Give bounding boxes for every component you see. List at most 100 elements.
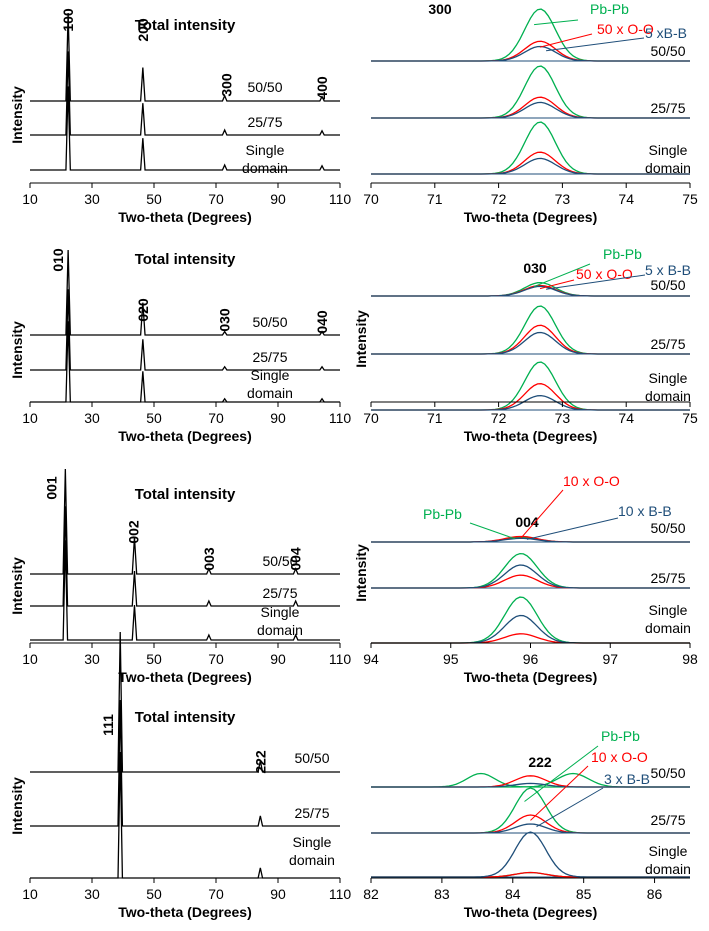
component-curve [371, 823, 690, 834]
component-curve [371, 831, 690, 878]
x-tick-label: 110 [329, 191, 352, 207]
callout-line [524, 745, 599, 802]
panel-total-010: Total intensity Intensity 010 020 030 040 50/5… [9, 248, 351, 444]
x-tick-label: 74 [618, 410, 634, 426]
x-tick-label: 30 [84, 886, 100, 902]
x-tick-label: 90 [270, 410, 286, 426]
peak-label: 300 [428, 1, 452, 17]
component-curve [371, 331, 690, 355]
series-label: 50/50 [262, 553, 297, 569]
series-label: domain [247, 385, 293, 401]
series-label: domain [645, 620, 691, 636]
component-curve [371, 633, 690, 644]
x-tick-label: 94 [363, 651, 379, 667]
x-tick-label: 73 [555, 191, 571, 207]
component-curve [371, 284, 690, 297]
series-label: 50/50 [650, 43, 685, 59]
trace-50-50 [30, 631, 340, 773]
trace-25-75 [30, 699, 340, 827]
callout-line [545, 274, 646, 290]
component-curve [371, 324, 690, 355]
peak-label: 300 [219, 73, 235, 97]
legend-label: 3 x B-B [604, 771, 650, 787]
component-curve [371, 787, 690, 834]
panel-title: Total intensity [135, 17, 236, 34]
component-curve [371, 782, 690, 788]
callout-line [534, 19, 579, 26]
x-tick-label: 71 [427, 410, 443, 426]
x-tick-label: 50 [146, 191, 162, 207]
x-tick-label: 70 [363, 191, 379, 207]
x-tick-label: 75 [682, 191, 698, 207]
series-label: 25/75 [650, 812, 685, 828]
x-tick-label: 30 [84, 191, 100, 207]
series-label: Single [649, 370, 688, 386]
peak-label: 222 [252, 750, 268, 774]
series-label: 25/75 [650, 336, 685, 352]
series-label: domain [645, 160, 691, 176]
series-label: Single [251, 367, 290, 383]
x-tick-label: 98 [682, 651, 698, 667]
x-tick-label: 110 [329, 651, 352, 667]
x-tick-label: 70 [208, 886, 224, 902]
peak-label: 004 [288, 547, 304, 571]
x-tick-label: 72 [491, 410, 507, 426]
component-curve [371, 281, 690, 297]
peak-label: 040 [314, 310, 330, 334]
component-curve [371, 96, 690, 119]
x-tick-label: 70 [208, 651, 224, 667]
peak-label: 020 [135, 298, 151, 322]
legend-label: 10 x B-B [618, 503, 672, 519]
series-label: 50/50 [650, 765, 685, 781]
trace-25-75 [30, 51, 340, 136]
x-axis-title: Two-theta (Degrees) [464, 209, 598, 225]
peak-label: 004 [515, 514, 539, 530]
component-curve [371, 871, 690, 878]
legend-label: Pb-Pb [603, 246, 642, 262]
x-axis-title: Two-theta (Degrees) [118, 669, 252, 685]
series-label: domain [289, 852, 335, 868]
callout-line [469, 522, 516, 540]
x-tick-label: 90 [270, 191, 286, 207]
y-axis-title: Intensity [9, 321, 25, 379]
y-axis-title: Intensity [353, 310, 369, 368]
panel-title: Total intensity [135, 486, 236, 503]
x-tick-label: 74 [618, 191, 634, 207]
peak-label: 222 [528, 754, 552, 770]
x-tick-label: 110 [329, 410, 352, 426]
series-label: 25/75 [247, 114, 282, 130]
trace-single-domain [30, 321, 340, 403]
callout-line [530, 765, 589, 821]
legend-label: Pb-Pb [601, 728, 640, 744]
x-tick-label: 82 [363, 886, 379, 902]
x-tick-label: 30 [84, 651, 100, 667]
peak-label: 100 [60, 8, 76, 32]
trace-25-75 [30, 506, 340, 607]
x-tick-label: 50 [146, 410, 162, 426]
trace-single-domain [30, 86, 340, 171]
component-curve [371, 394, 690, 411]
x-tick-label: 85 [576, 886, 592, 902]
trace-50-50 [30, 249, 340, 336]
series-label: 25/75 [650, 100, 685, 116]
component-curve [371, 65, 690, 119]
y-axis-title: Intensity [353, 544, 369, 602]
component-curve [371, 871, 690, 878]
x-tick-label: 90 [270, 651, 286, 667]
x-tick-label: 86 [647, 886, 663, 902]
x-tick-label: 75 [682, 410, 698, 426]
x-axis-title: Two-theta (Degrees) [464, 904, 598, 920]
x-tick-label: 72 [491, 191, 507, 207]
panel-title: Total intensity [135, 251, 236, 268]
x-axis-title: Two-theta (Degrees) [464, 669, 598, 685]
x-tick-label: 50 [146, 886, 162, 902]
series-label: 50/50 [650, 277, 685, 293]
callout-line [526, 517, 619, 540]
y-axis-title: Intensity [9, 777, 25, 835]
component-curve [371, 101, 690, 119]
series-label: 50/50 [294, 750, 329, 766]
panel-detail-030: Intensity 030 Pb-Pb 50 x O-O 5 x B-B50/50 25/… [353, 246, 698, 444]
callout-line [539, 279, 575, 290]
series-label: domain [257, 622, 303, 638]
